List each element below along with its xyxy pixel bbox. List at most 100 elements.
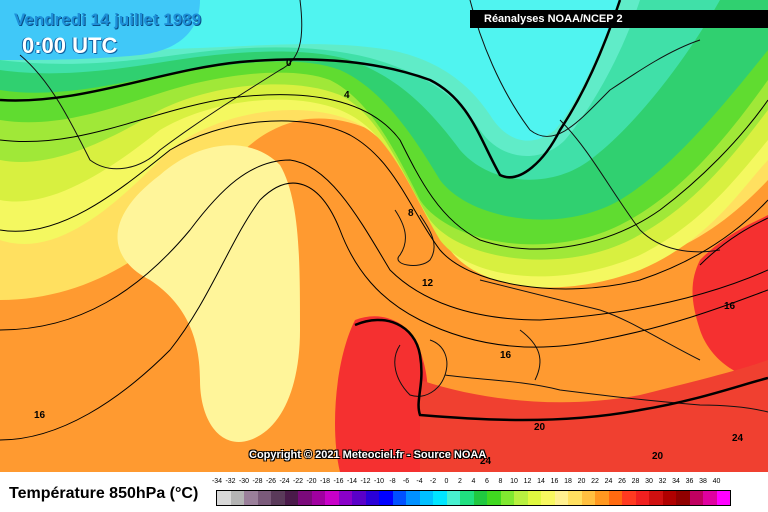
legend-swatch xyxy=(446,491,460,505)
legend-swatch xyxy=(473,491,487,505)
legend-swatch xyxy=(325,491,339,505)
legend-tick: -22 xyxy=(292,478,304,485)
legend-swatch xyxy=(649,491,663,505)
legend-tick: 24 xyxy=(604,478,613,485)
legend-tick: 16 xyxy=(550,478,559,485)
legend-swatch xyxy=(716,491,730,505)
contour-label: 24 xyxy=(732,433,744,444)
legend-tick: 26 xyxy=(618,478,626,485)
legend-swatch xyxy=(608,491,622,505)
legend-swatch xyxy=(365,491,379,505)
legend-tick: -8 xyxy=(389,478,396,485)
legend-swatch xyxy=(338,491,352,505)
legend-swatch xyxy=(541,491,555,505)
contour-label: 24 xyxy=(480,456,492,467)
legend-swatch xyxy=(419,491,433,505)
legend-tick: 4 xyxy=(471,478,476,485)
legend-tick: -18 xyxy=(319,478,331,485)
legend-tick: 38 xyxy=(699,478,707,485)
legend-swatch xyxy=(433,491,447,505)
legend-tick: -30 xyxy=(238,478,250,485)
legend-tick: -14 xyxy=(346,478,358,485)
legend-swatch xyxy=(487,491,501,505)
legend-swatch xyxy=(527,491,541,505)
legend-swatch xyxy=(514,491,528,505)
legend-tick: -26 xyxy=(265,478,277,485)
legend-swatch xyxy=(379,491,393,505)
map-date: Vendredi 14 juillet 1989 xyxy=(14,10,202,29)
legend-tick: 12 xyxy=(523,478,532,485)
legend-tick: 2 xyxy=(458,478,462,485)
legend-tick: 22 xyxy=(591,478,599,485)
legend-tick: -24 xyxy=(279,478,290,485)
legend-swatch xyxy=(581,491,595,505)
isotherm-8 xyxy=(0,120,768,290)
legend-swatch xyxy=(298,491,312,505)
legend-swatch xyxy=(257,491,271,505)
legend-swatch xyxy=(460,491,474,505)
legend-swatch xyxy=(271,491,285,505)
legend-swatch xyxy=(217,491,231,505)
legend-swatch xyxy=(284,491,298,505)
legend-tick: 14 xyxy=(537,478,545,485)
legend-tick: -20 xyxy=(306,478,317,485)
legend-swatch xyxy=(662,491,676,505)
isotherm-12 xyxy=(0,159,768,331)
legend-tick: 20 xyxy=(577,478,586,485)
legend-swatch xyxy=(230,491,244,505)
contour-label: 0 xyxy=(286,58,292,69)
legend-tick: -32 xyxy=(225,478,236,485)
copyright-text: Copyright © 2021 Meteociel.fr - Source N… xyxy=(249,449,487,461)
map-time: 0:00 UTC xyxy=(22,33,118,58)
legend-swatch xyxy=(595,491,609,505)
legend-tick: -34 xyxy=(211,478,223,485)
legend-tick: 30 xyxy=(645,478,653,485)
legend-swatch xyxy=(554,491,568,505)
legend-swatch xyxy=(500,491,514,505)
legend-tick: 40 xyxy=(712,478,721,485)
legend-tick: -28 xyxy=(252,478,263,485)
legend-swatch xyxy=(568,491,582,505)
band-minus4-minus2 xyxy=(0,0,200,60)
isotherm-0 xyxy=(0,0,622,179)
legend-tick: 28 xyxy=(631,478,640,485)
legend-swatch xyxy=(703,491,717,505)
contour-label: 16 xyxy=(500,350,512,361)
legend-tick: -6 xyxy=(402,478,410,485)
legend-swatch xyxy=(244,491,258,505)
legend-tick: 8 xyxy=(498,478,503,485)
contour-label: 20 xyxy=(652,451,664,462)
legend-swatch xyxy=(392,491,406,505)
legend-colorbar xyxy=(216,490,731,506)
coastlines xyxy=(19,0,768,413)
isotherm-4 xyxy=(0,94,768,250)
contour-labels: 0 4 8 12 16 16 16 20 20 24 24 xyxy=(34,58,744,467)
contour-label: 8 xyxy=(408,208,414,219)
legend-tick: -10 xyxy=(373,478,385,485)
legend-title: Température 850hPa (°C) xyxy=(9,485,199,502)
legend-tick: 0 xyxy=(444,478,449,485)
band-14-16 xyxy=(117,145,300,442)
contour-label: 20 xyxy=(534,422,546,433)
legend-tick: -16 xyxy=(333,478,344,485)
legend-swatch xyxy=(406,491,420,505)
legend-swatch xyxy=(676,491,690,505)
isotherm-16 xyxy=(0,182,768,441)
legend-tick: 36 xyxy=(685,478,694,485)
legend-tick: 34 xyxy=(672,478,680,485)
contour-label: 4 xyxy=(344,90,350,101)
legend-swatch xyxy=(311,491,325,505)
legend-tick: -2 xyxy=(429,478,437,485)
contour-label: 12 xyxy=(422,278,434,289)
legend-swatch xyxy=(622,491,636,505)
legend-tick: -12 xyxy=(360,478,371,485)
contour-label: 16 xyxy=(34,410,46,421)
isotherms xyxy=(0,0,768,441)
legend-swatch xyxy=(635,491,649,505)
legend-tick: 18 xyxy=(564,478,572,485)
map-canvas: 0 4 8 12 16 16 16 20 20 24 24 xyxy=(0,0,768,472)
isotherm-20 xyxy=(354,318,768,422)
temperature-map: 0 4 8 12 16 16 16 20 20 24 24 xyxy=(0,0,768,472)
legend-swatch xyxy=(689,491,703,505)
legend-tick: 32 xyxy=(658,478,667,485)
